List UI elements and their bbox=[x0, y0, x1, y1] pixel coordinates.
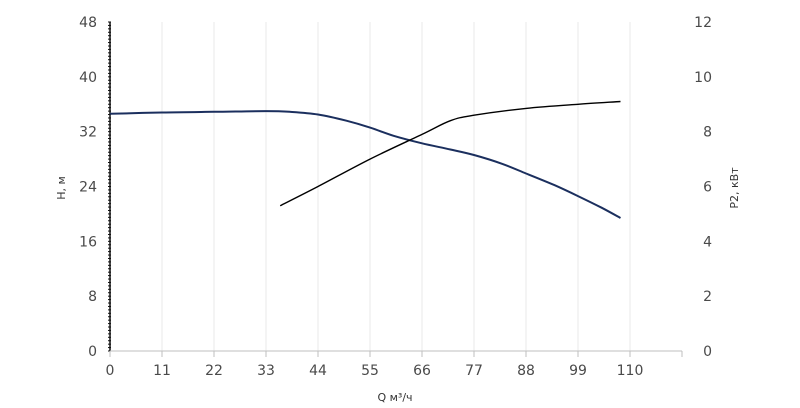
y-tick-label: 0 bbox=[88, 344, 97, 360]
y2-tick-label: 0 bbox=[703, 344, 712, 360]
x-tick-label: 22 bbox=[205, 363, 223, 379]
y2-tick-label: 12 bbox=[694, 15, 712, 31]
x-tick-label: 99 bbox=[569, 363, 587, 379]
y-axis-title: H, м bbox=[55, 176, 68, 200]
y2-tick-label: 4 bbox=[703, 234, 712, 250]
y-tick-label: 8 bbox=[88, 289, 97, 305]
y-tick-label: 16 bbox=[79, 234, 97, 250]
y-tick-label: 24 bbox=[79, 180, 97, 196]
x-tick-label: 0 bbox=[106, 363, 115, 379]
head-curve bbox=[109, 110, 621, 219]
y2-tick-label: 8 bbox=[703, 125, 712, 141]
power-curve bbox=[279, 100, 621, 207]
x-tick-label: 110 bbox=[617, 363, 644, 379]
y-tick-label: 40 bbox=[79, 70, 97, 86]
grid bbox=[161, 22, 631, 351]
x-tick-label: 33 bbox=[257, 363, 275, 379]
tick-labels: 0 11 22 33 44 55 66 77 88 99 110081624324048024681… bbox=[79, 15, 712, 379]
y2-tick-label: 2 bbox=[703, 289, 712, 305]
x-tick-label: 88 bbox=[517, 363, 535, 379]
y2-tick-label: 6 bbox=[703, 180, 712, 196]
x-tick-label: 55 bbox=[361, 363, 379, 379]
y-tick-label: 32 bbox=[79, 125, 97, 141]
y-tick-label: 48 bbox=[79, 15, 97, 31]
series bbox=[109, 100, 621, 219]
x-tick-label: 44 bbox=[309, 363, 327, 379]
y2-tick-label: 10 bbox=[694, 70, 712, 86]
y2-axis-title: P2, кВт bbox=[728, 167, 741, 209]
axes bbox=[108, 21, 683, 357]
x-tick-label: 11 bbox=[153, 363, 171, 379]
x-tick-label: 66 bbox=[413, 363, 431, 379]
x-axis-title: Q м³/ч bbox=[377, 391, 412, 404]
x-tick-label: 77 bbox=[465, 363, 483, 379]
